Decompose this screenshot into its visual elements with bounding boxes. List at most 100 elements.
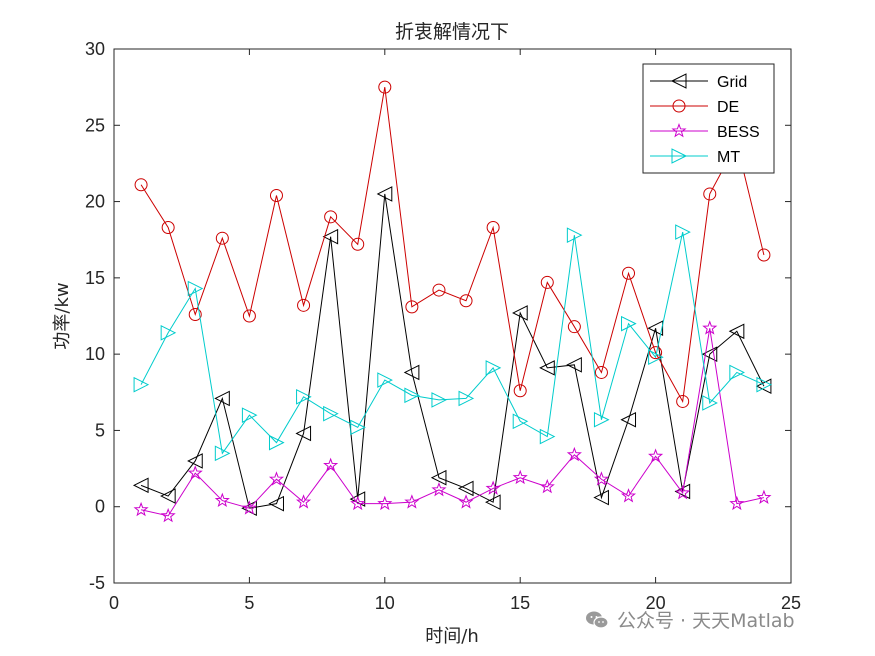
data-point-bess bbox=[214, 492, 230, 508]
series-line-de bbox=[140, 87, 765, 404]
data-point-de bbox=[242, 309, 256, 323]
data-point-grid bbox=[620, 411, 637, 428]
legend-label: Grid bbox=[717, 74, 747, 91]
data-point-bess bbox=[323, 457, 339, 472]
data-point-mt bbox=[566, 227, 583, 243]
data-point-grid bbox=[457, 480, 474, 497]
data-point-de bbox=[676, 394, 690, 408]
data-point-grid bbox=[187, 453, 203, 469]
data-point-grid bbox=[593, 489, 609, 506]
data-point-de bbox=[405, 300, 419, 314]
data-point-grid bbox=[403, 364, 420, 381]
data-point-mt bbox=[702, 395, 718, 411]
watermark-text: 公众号 · 天天Matlab bbox=[617, 610, 795, 632]
data-point-mt bbox=[756, 376, 773, 393]
y-tick-label: 15 bbox=[85, 268, 105, 288]
data-point-de bbox=[297, 298, 311, 312]
data-point-grid bbox=[701, 346, 718, 362]
legend-item-de: DE bbox=[650, 99, 739, 116]
data-point-bess bbox=[620, 488, 637, 503]
legend-item-grid: Grid bbox=[650, 73, 747, 91]
y-tick-label: 25 bbox=[85, 115, 105, 135]
data-point-grid bbox=[566, 357, 582, 373]
data-point-mt bbox=[241, 407, 258, 423]
data-point-grid bbox=[647, 320, 664, 337]
x-tick-label: 20 bbox=[646, 593, 666, 613]
data-point-bess bbox=[485, 480, 501, 495]
x-tick-label: 0 bbox=[109, 593, 119, 613]
data-point-de bbox=[161, 221, 175, 235]
data-point-mt bbox=[187, 280, 204, 297]
data-point-mt bbox=[729, 364, 745, 381]
data-point-bess bbox=[350, 495, 366, 511]
data-point-grid bbox=[132, 477, 149, 494]
data-point-grid bbox=[539, 360, 555, 376]
legend-marker bbox=[671, 148, 688, 164]
data-point-de bbox=[703, 187, 717, 201]
data-point-grid bbox=[728, 323, 745, 340]
x-tick-label: 25 bbox=[781, 593, 801, 613]
data-point-de bbox=[757, 248, 771, 262]
data-point-grid bbox=[295, 425, 312, 442]
chart-title: 折衷解情况下 bbox=[395, 21, 509, 43]
data-point-de bbox=[594, 365, 608, 379]
data-point-grid bbox=[755, 378, 772, 394]
data-point-mt bbox=[160, 324, 177, 341]
data-point-bess bbox=[702, 320, 718, 335]
data-point-de bbox=[486, 221, 500, 235]
legend-marker bbox=[671, 123, 687, 138]
legend-label: MT bbox=[717, 149, 740, 166]
data-point-grid bbox=[322, 228, 339, 245]
data-point-bess bbox=[404, 494, 420, 509]
data-point-grid bbox=[214, 390, 230, 407]
data-point-de bbox=[215, 231, 229, 245]
legend-box bbox=[642, 63, 775, 174]
data-point-mt bbox=[675, 224, 691, 240]
data-point-mt bbox=[512, 413, 529, 430]
data-point-mt bbox=[648, 349, 664, 366]
data-point-mt bbox=[458, 390, 475, 407]
y-tick-label: 10 bbox=[85, 344, 105, 364]
x-tick-label: 15 bbox=[510, 593, 530, 613]
data-point-de bbox=[188, 307, 202, 321]
data-point-bess bbox=[133, 501, 149, 517]
y-tick-label: -5 bbox=[89, 573, 105, 593]
y-tick-label: 20 bbox=[85, 192, 105, 212]
data-point-bess bbox=[593, 471, 609, 486]
data-point-bess bbox=[729, 495, 745, 511]
data-point-bess bbox=[431, 481, 447, 497]
legend-item-bess: BESS bbox=[650, 123, 760, 141]
data-point-bess bbox=[756, 489, 772, 504]
y-axis-label: 功率/kw bbox=[52, 282, 73, 349]
data-point-bess bbox=[268, 471, 285, 486]
data-point-mt bbox=[485, 360, 502, 376]
data-point-bess bbox=[160, 507, 176, 523]
legend-marker bbox=[670, 73, 687, 89]
data-point-de bbox=[567, 320, 581, 334]
data-point-mt bbox=[214, 445, 231, 462]
data-point-grid bbox=[376, 186, 393, 202]
x-axis-label: 时间/h bbox=[425, 626, 478, 647]
data-point-mt bbox=[621, 315, 637, 332]
y-tick-label: 30 bbox=[85, 39, 105, 59]
legend-label: DE bbox=[717, 99, 739, 116]
data-point-mt bbox=[377, 372, 393, 388]
data-point-de bbox=[459, 294, 473, 308]
data-point-grid bbox=[485, 494, 501, 510]
y-tick-label: 0 bbox=[95, 497, 105, 517]
x-tick-label: 10 bbox=[375, 593, 395, 613]
data-point-bess bbox=[187, 465, 203, 480]
data-point-grid bbox=[512, 305, 528, 321]
data-point-bess bbox=[512, 469, 528, 485]
legend-item-mt: MT bbox=[650, 148, 740, 166]
series-bess bbox=[133, 320, 772, 523]
data-point-grid bbox=[268, 495, 284, 512]
series-layer bbox=[132, 80, 773, 523]
data-point-de bbox=[378, 80, 392, 94]
data-point-de bbox=[351, 237, 365, 251]
x-tick-label: 5 bbox=[244, 593, 254, 613]
data-point-mt bbox=[296, 389, 312, 405]
data-point-bess bbox=[296, 494, 312, 509]
data-point-de bbox=[324, 210, 338, 224]
